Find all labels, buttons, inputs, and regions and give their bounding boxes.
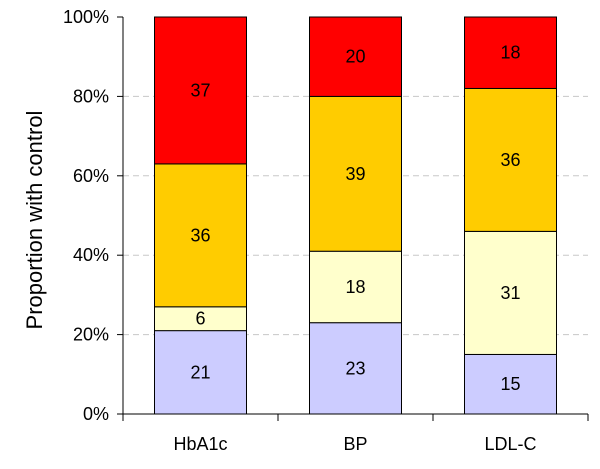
data-label: 6 xyxy=(195,309,205,329)
bar-segment-ldl-c-level-2 xyxy=(464,230,557,355)
data-label: 36 xyxy=(190,225,210,245)
labels: 21 6 36 37 23 18 39 20 15 31 36 18 xyxy=(190,43,520,394)
x-tick-label: HbA1c xyxy=(173,434,227,454)
data-label: 31 xyxy=(500,283,520,303)
bar-segment-bp-level-3 xyxy=(309,95,402,252)
y-tick-label: 40% xyxy=(73,245,109,265)
bar-segment-ldl-c-level-3 xyxy=(464,87,557,232)
data-label: 18 xyxy=(500,43,520,63)
y-tick-label: 0% xyxy=(83,404,109,424)
x-tick-label: BP xyxy=(343,434,367,454)
data-label: 20 xyxy=(345,47,365,67)
y-tick-label: 100% xyxy=(63,7,109,27)
data-label: 39 xyxy=(345,164,365,184)
data-label: 15 xyxy=(500,374,520,394)
y-tick-label: 20% xyxy=(73,325,109,345)
y-axis-title: Proportion with control xyxy=(22,111,47,330)
bar-segment-bp-level-1 xyxy=(309,322,402,415)
data-label: 21 xyxy=(190,362,210,382)
axes xyxy=(122,17,588,415)
y-tick-label: 80% xyxy=(73,86,109,106)
data-label: 37 xyxy=(190,80,210,100)
bar-segment-bp-level-2 xyxy=(309,250,402,324)
bars xyxy=(154,16,557,415)
x-tick-label: LDL-C xyxy=(484,434,536,454)
data-label: 36 xyxy=(500,150,520,170)
bar-segment-ldl-c-level-4 xyxy=(464,16,557,89)
y-tick-label: 60% xyxy=(73,166,109,186)
bar-segment-bp-level-4 xyxy=(309,16,402,97)
data-label: 18 xyxy=(345,277,365,297)
bar-segment-hba1c-level-4 xyxy=(154,16,247,165)
ticks: 0% 20% 40% 60% 80% 100% HbA1c BP LDL-C xyxy=(63,7,589,454)
data-label: 23 xyxy=(345,358,365,378)
